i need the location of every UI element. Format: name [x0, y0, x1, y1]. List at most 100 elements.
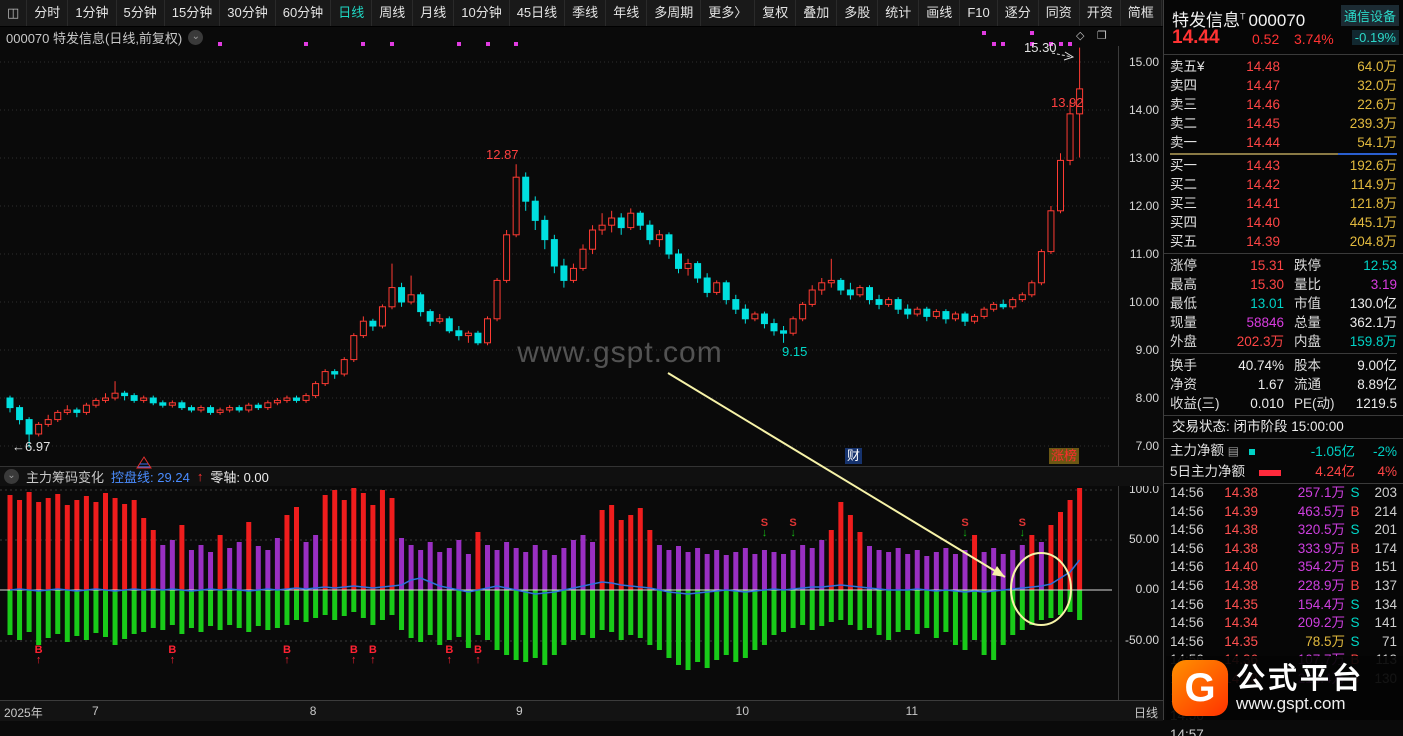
- indicator-pos-bar: [580, 535, 586, 590]
- indicator-neg-bar: [972, 590, 978, 640]
- divider: [1170, 353, 1397, 354]
- sell-level-row[interactable]: 卖四 14.47 32.0万: [1170, 76, 1397, 95]
- menu-item-简框[interactable]: 简框: [1121, 0, 1162, 26]
- indicator-pos-bar: [284, 515, 290, 590]
- tick-row[interactable]: 14:56 14.38 333.9万 B 174: [1170, 540, 1397, 559]
- tick-row[interactable]: 14:56 14.35 154.4万 S 134: [1170, 596, 1397, 615]
- indicator-neg-bar: [255, 590, 261, 626]
- candle-body: [608, 217, 616, 226]
- gainers-board-badge[interactable]: 涨榜: [1049, 448, 1080, 464]
- sell-level-row[interactable]: 卖一 14.44 54.1万: [1170, 133, 1397, 152]
- menu-item-统计[interactable]: 统计: [878, 0, 920, 26]
- price-tick-label: 8.00: [1135, 391, 1159, 405]
- indicator-pos-bar: [55, 494, 61, 590]
- book-level-price: 14.39: [1246, 234, 1280, 249]
- diamond-icon[interactable]: ◇: [1076, 30, 1085, 42]
- sell-level-row[interactable]: 卖三 14.46 22.6万: [1170, 95, 1397, 114]
- menu-item-周线[interactable]: 周线: [372, 0, 414, 26]
- indicator-neg-bar: [26, 590, 32, 632]
- indicator-pos-bar: [265, 550, 271, 590]
- buy-letter: B: [473, 644, 482, 656]
- indicator-pos-bar: [1000, 554, 1006, 590]
- indicator-pos-bar: [742, 548, 748, 590]
- stat-value: 202.3万: [1236, 334, 1284, 349]
- buy-level-row[interactable]: 买三 14.41 121.8万: [1170, 194, 1397, 213]
- axis-period-label[interactable]: 日线: [1134, 706, 1159, 720]
- tick-row[interactable]: 14:56 14.40 354.2万 B 151: [1170, 558, 1397, 577]
- buy-level-row[interactable]: 买二 14.42 114.9万: [1170, 175, 1397, 194]
- menu-item-开资[interactable]: 开资: [1080, 0, 1121, 26]
- menu-item-复权[interactable]: 复权: [755, 0, 797, 26]
- stat-value: 9.00亿: [1357, 358, 1397, 373]
- candle-body: [875, 299, 883, 305]
- chevron-down-icon[interactable]: ⌄: [4, 469, 19, 484]
- menu-item-5分钟[interactable]: 5分钟: [117, 0, 165, 26]
- mid-low-label: 9.15: [782, 344, 808, 359]
- tick-direction: [1345, 726, 1365, 736]
- menu-item-1分钟[interactable]: 1分钟: [68, 0, 117, 26]
- tick-row[interactable]: 14:56 14.38 228.9万 B 137: [1170, 577, 1397, 596]
- menu-item-月线[interactable]: 月线: [413, 0, 455, 26]
- popup-window-icon[interactable]: ❐: [1097, 30, 1107, 42]
- chevron-down-icon[interactable]: ⌄: [188, 30, 204, 45]
- indicator-neg-bar: [351, 590, 357, 612]
- finance-news-badge[interactable]: 财: [845, 448, 863, 464]
- indicator-neg-bar: [991, 590, 997, 660]
- sell-level-row[interactable]: 卖五¥ 14.48 64.0万: [1170, 57, 1397, 76]
- menu-item-画线[interactable]: 画线: [919, 0, 961, 26]
- menu-item-日线[interactable]: 日线: [331, 0, 373, 26]
- menu-item-15分钟[interactable]: 15分钟: [165, 0, 221, 26]
- event-dot: [218, 42, 223, 46]
- indicator-pos-bar: [198, 545, 204, 590]
- menu-item-逐分[interactable]: 逐分: [998, 0, 1039, 26]
- fund-flow-pct: -2%: [1372, 443, 1397, 459]
- menu-item-45日线[interactable]: 45日线: [510, 0, 566, 26]
- tick-row[interactable]: 14:56 14.39 463.5万 B 214: [1170, 503, 1397, 522]
- sector-tag[interactable]: 通信设备: [1340, 5, 1399, 26]
- menu-item-30分钟[interactable]: 30分钟: [220, 0, 276, 26]
- candlestick-chart[interactable]: [0, 46, 1118, 466]
- stat-value: 13.01: [1250, 296, 1284, 311]
- menu-item-10分钟[interactable]: 10分钟: [454, 0, 510, 26]
- buy-level-row[interactable]: 买四 14.40 445.1万: [1170, 213, 1397, 232]
- tick-row[interactable]: 14:57: [1170, 726, 1397, 736]
- menu-item-多股[interactable]: 多股: [837, 0, 879, 26]
- indicator-pos-bar: [112, 498, 118, 590]
- tick-volume: 154.4万: [1297, 596, 1345, 612]
- stat-label: PE(动): [1294, 396, 1335, 411]
- indicator-neg-bar: [93, 590, 99, 633]
- menu-item-季线[interactable]: 季线: [565, 0, 607, 26]
- indicator-pos-bar: [437, 552, 443, 590]
- indicator-chart[interactable]: [0, 486, 1118, 700]
- candle-body: [25, 419, 33, 435]
- window-layout-icon[interactable]: ◫: [0, 0, 28, 26]
- indicator-pos-bar: [188, 550, 194, 590]
- indicator-neg-bar: [733, 590, 739, 662]
- indicator-tick-label: -50.00: [1124, 633, 1159, 647]
- menu-item-同资[interactable]: 同资: [1039, 0, 1080, 26]
- menu-item-年线[interactable]: 年线: [606, 0, 648, 26]
- menu-item-F10[interactable]: F10: [960, 0, 998, 26]
- sell-level-row[interactable]: 卖二 14.45 239.3万: [1170, 114, 1397, 133]
- tick-row[interactable]: 14:56 14.38 320.5万 S 201: [1170, 521, 1397, 540]
- fund-flow-pct: 4%: [1377, 464, 1397, 479]
- list-icon[interactable]: ▤: [1227, 444, 1240, 458]
- tick-row[interactable]: 14:56 14.34 209.2万 S 141: [1170, 614, 1397, 633]
- tick-row[interactable]: 14:56 14.38 257.1万 S 203: [1170, 484, 1397, 503]
- buy-level-row[interactable]: 买一 14.43 192.6万: [1170, 156, 1397, 175]
- menu-item-多周期[interactable]: 多周期: [647, 0, 702, 26]
- book-level-volume: 445.1万: [1349, 215, 1397, 230]
- menu-item-60分钟[interactable]: 60分钟: [276, 0, 332, 26]
- gspt-logo[interactable]: G 公式平台 www.gspt.com: [1166, 656, 1403, 720]
- stat-label: 流通: [1294, 377, 1321, 392]
- menu-item-分时[interactable]: 分时: [27, 0, 69, 26]
- tick-row[interactable]: 14:56 14.35 78.5万 S 71: [1170, 633, 1397, 652]
- indicator-neg-bar: [389, 590, 395, 615]
- indicator-pos-bar: [360, 493, 366, 590]
- indicator-pos-bar: [17, 500, 23, 590]
- indicator-neg-bar: [676, 590, 681, 665]
- stat-value: 12.53: [1363, 258, 1397, 273]
- buy-level-row[interactable]: 买五 14.39 204.8万: [1170, 232, 1397, 251]
- menu-item-更多〉[interactable]: 更多〉: [701, 0, 756, 26]
- menu-item-叠加[interactable]: 叠加: [796, 0, 838, 26]
